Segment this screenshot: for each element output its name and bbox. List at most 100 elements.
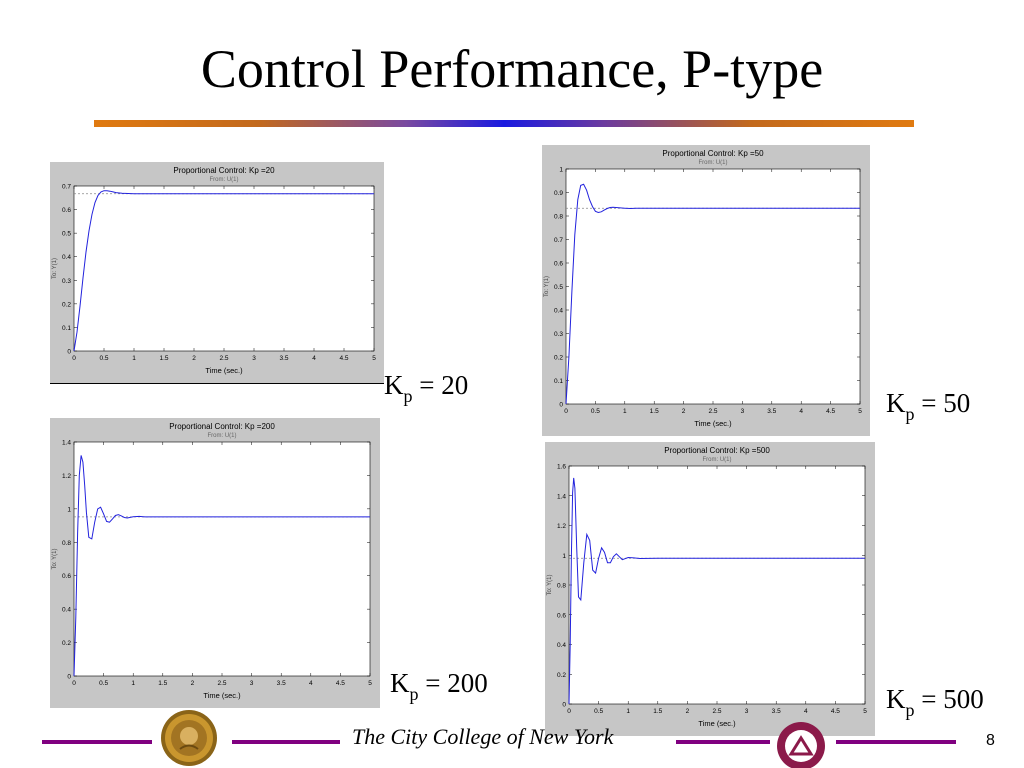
slide-title: Control Performance, P-type [200,39,824,99]
x-tick-label: 0 [72,355,76,362]
kp-label-50: Kp = 50 [886,388,970,424]
chart-title: Proportional Control: Kp =20 [173,166,275,175]
x-tick-label: 2.5 [219,355,228,362]
x-tick-label: 3.5 [277,680,286,687]
kp-symbol: K [886,684,906,714]
kp-subscript: p [905,404,915,424]
x-tick-label: 5 [368,680,372,687]
x-axis-label: Time (sec.) [205,366,243,375]
x-tick-label: 1.5 [653,708,662,715]
y-tick-label: 0.4 [554,308,563,315]
x-tick-label: 1 [626,708,630,715]
y-tick-label: 0.7 [62,184,71,191]
footer-college-name: The City College of New York [352,724,614,749]
x-axis-label: Time (sec.) [698,719,736,728]
x-tick-label: 0.5 [594,708,603,715]
x-tick-label: 1 [132,355,136,362]
x-tick-label: 4.5 [339,355,348,362]
kp-value-200: = 200 [418,668,488,698]
x-axis-label: Time (sec.) [203,691,241,700]
kp-value-20: = 20 [412,370,469,400]
kp-symbol: K [384,370,404,400]
y-tick-label: 1.6 [557,464,566,471]
y-tick-label: 1 [559,167,563,174]
footer-line-mid [232,740,340,744]
kp-value-500: = 500 [914,684,984,714]
y-tick-label: 0.6 [554,261,563,268]
title-underline-bar [94,120,914,127]
y-tick-label: 0.8 [554,214,563,221]
x-tick-label: 0.5 [99,355,108,362]
x-tick-label: 5 [863,708,867,715]
page-number: 8 [986,732,995,749]
kp-label-20: Kp = 20 [384,370,469,406]
x-tick-label: 0 [72,680,76,687]
y-tick-label: 0.4 [62,254,71,261]
y-tick-label: 1 [562,553,566,560]
y-tick-label: 1.4 [557,493,566,500]
chart-panel-kp20: Proportional Control: Kp =20 From: U(1) 0 0… [50,162,384,383]
y-tick-label: 0.4 [557,642,566,649]
plot-area [73,185,375,352]
y-tick-label: 1 [67,506,71,513]
plot-area [568,465,866,705]
x-tick-label: 2 [686,708,690,715]
y-tick-label: 0.5 [554,284,563,291]
kp-subscript: p [409,684,419,704]
y-tick-label: 1.2 [557,523,566,530]
x-tick-label: 3.5 [767,408,776,415]
kp-label-200: Kp = 200 [390,668,488,704]
x-tick-label: 1.5 [158,680,167,687]
x-tick-label: 4 [309,680,313,687]
chart-subtitle: From: U(1) [210,177,239,183]
x-tick-label: 2 [682,408,686,415]
kp-label-500: Kp = 500 [886,684,984,720]
y-tick-label: 0.1 [62,325,71,332]
y-axis-label: To: Y(1) [52,258,58,279]
x-tick-label: 2.5 [712,708,721,715]
y-tick-label: 0.2 [554,355,563,362]
x-tick-label: 0.5 [99,680,108,687]
chart-kp200: Proportional Control: Kp =200 From: U(1) 0… [52,422,372,700]
x-tick-label: 2.5 [708,408,717,415]
x-tick-label: 3 [250,680,254,687]
x-tick-label: 5 [858,408,862,415]
footer-line-right-b [836,740,956,744]
y-tick-label: 0 [559,402,563,409]
x-tick-label: 1.5 [650,408,659,415]
chart-title: Proportional Control: Kp =500 [664,446,770,455]
response-curve [73,455,370,677]
y-tick-label: 0.8 [62,540,71,547]
y-tick-label: 0.1 [554,378,563,385]
y-axis-label: To: Y(1) [544,276,550,297]
x-tick-label: 1.5 [159,355,168,362]
x-tick-label: 4.5 [826,408,835,415]
x-tick-label: 2 [192,355,196,362]
y-tick-label: 0 [67,349,71,356]
chart-panel-kp200: Proportional Control: Kp =200 From: U(1) 0… [50,418,380,708]
y-tick-label: 0.2 [62,640,71,647]
y-tick-label: 0.4 [62,607,71,614]
chart-subtitle: From: U(1) [208,433,237,439]
y-tick-label: 0.2 [62,301,71,308]
x-tick-label: 3 [252,355,256,362]
y-tick-label: 0 [67,674,71,681]
y-tick-label: 0.2 [557,672,566,679]
response-curve [568,477,865,705]
plot-area [73,441,371,677]
chart-title: Proportional Control: Kp =200 [169,422,275,431]
y-tick-label: 0.6 [62,207,71,214]
x-tick-label: 1 [131,680,135,687]
x-tick-label: 4 [799,408,803,415]
x-tick-label: 3 [741,408,745,415]
y-tick-label: 0.3 [62,278,71,285]
x-axis-label: Time (sec.) [694,419,732,428]
chart-subtitle: From: U(1) [699,160,728,166]
y-tick-label: 1.4 [62,440,71,447]
response-curve [73,190,374,352]
kp-symbol: K [390,668,410,698]
kp-symbol: K [886,388,906,418]
chart-panel-kp500: Proportional Control: Kp =500 From: U(1) 0… [545,442,875,736]
